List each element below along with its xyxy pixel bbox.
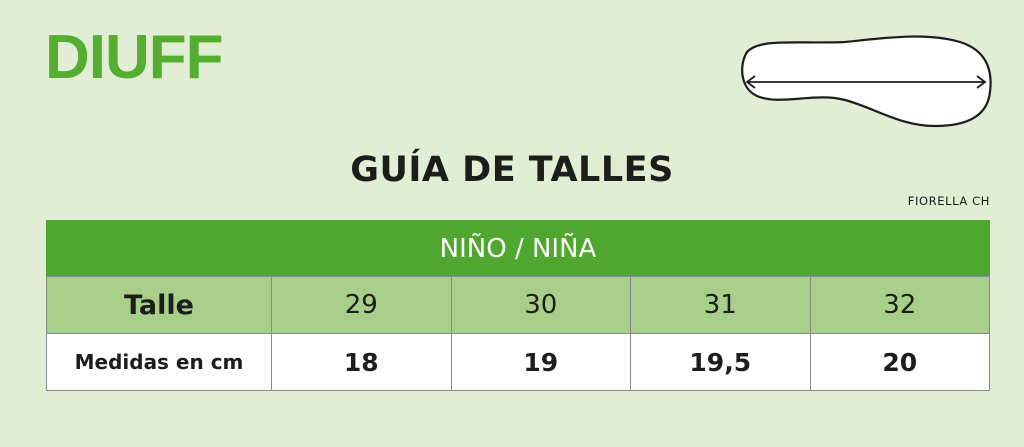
row-label: Talle xyxy=(46,276,272,334)
measure-cell: 20 xyxy=(809,333,990,391)
group-header-row: NIÑO / NIÑA xyxy=(46,220,990,277)
page-title: GUÍA DE TALLES xyxy=(350,150,674,190)
size-table: NIÑO / NIÑA Talle 29 30 31 32 Medidas en… xyxy=(46,220,990,391)
model-name: FIORELLA CH xyxy=(907,194,990,208)
table-row: Talle 29 30 31 32 xyxy=(46,276,990,334)
measure-cell: 19,5 xyxy=(630,333,811,391)
measure-cell: 19 xyxy=(450,333,631,391)
brand-logo: DIUFF xyxy=(45,23,224,92)
size-cell: 29 xyxy=(271,276,452,334)
shoe-sole-length-icon xyxy=(741,35,992,128)
size-cell: 31 xyxy=(630,276,811,334)
table-row: Medidas en cm 18 19 19,5 20 xyxy=(46,333,990,391)
size-cell: 32 xyxy=(809,276,990,334)
group-header: NIÑO / NIÑA xyxy=(46,220,990,277)
size-cell: 30 xyxy=(450,276,631,334)
measure-cell: 18 xyxy=(271,333,452,391)
row-label: Medidas en cm xyxy=(46,333,272,391)
